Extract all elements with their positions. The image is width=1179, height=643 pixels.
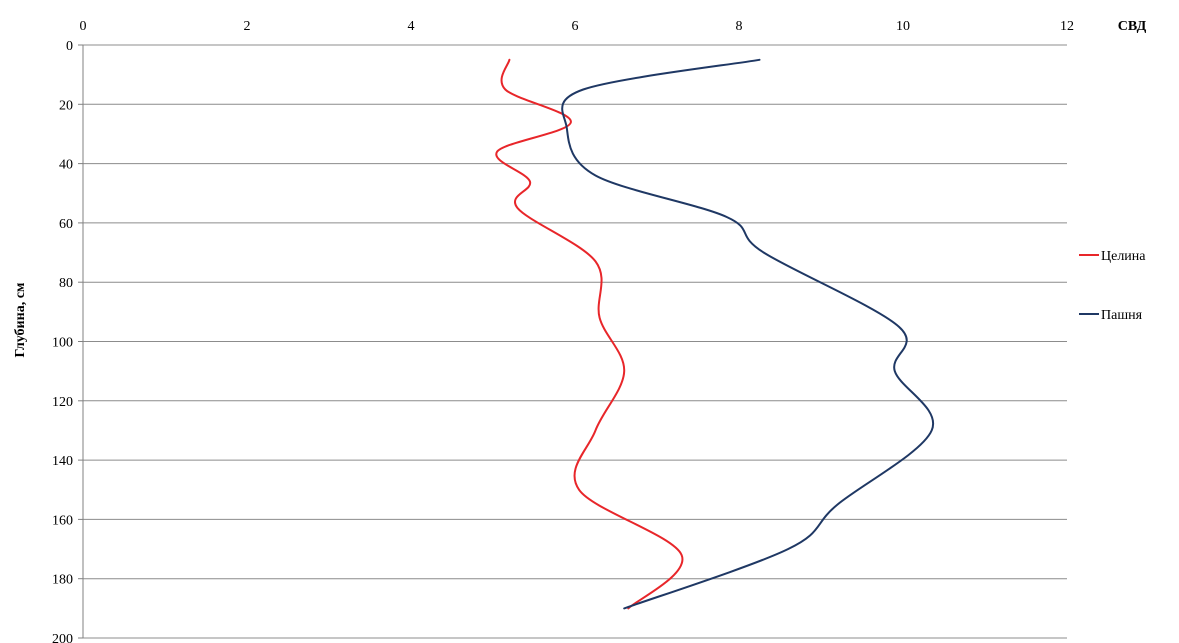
y-tick-label: 60 <box>59 217 73 232</box>
legend: Целина Пашня <box>1079 249 1146 323</box>
y-tick-label: 140 <box>52 454 73 469</box>
y-tick-label: 180 <box>52 573 73 588</box>
x-tick-label: 8 <box>736 19 743 34</box>
y-tick-label: 0 <box>66 39 73 54</box>
y-tick-label: 120 <box>52 395 73 410</box>
legend-label: Пашня <box>1101 308 1143 323</box>
legend-label: Целина <box>1101 249 1146 264</box>
series-line-tselina <box>495 58 684 610</box>
x-tick-label: 0 <box>80 19 87 34</box>
y-tick-label: 200 <box>52 632 73 643</box>
y-tick-label: 160 <box>52 513 73 528</box>
y-axis-title: Глубина, см <box>13 282 28 357</box>
y-tick-label: 20 <box>59 98 73 113</box>
x-axis: 0 2 4 6 8 10 12 <box>80 19 1075 34</box>
series-lines <box>495 58 935 610</box>
y-tick-label: 80 <box>59 276 73 291</box>
gridlines <box>83 44 1067 639</box>
x-tick-label: 4 <box>408 19 415 34</box>
x-axis-title: СВД <box>1118 19 1147 34</box>
y-tick-label: 100 <box>52 336 73 351</box>
x-tick-label: 2 <box>244 19 251 34</box>
y-axis: 0 20 40 60 80 100 120 140 160 180 200 <box>52 39 84 643</box>
series-line-pashnya <box>561 58 935 610</box>
y-tick-label: 40 <box>59 158 73 173</box>
x-tick-label: 10 <box>896 19 910 34</box>
x-tick-label: 12 <box>1060 19 1074 34</box>
x-tick-label: 6 <box>572 19 579 34</box>
